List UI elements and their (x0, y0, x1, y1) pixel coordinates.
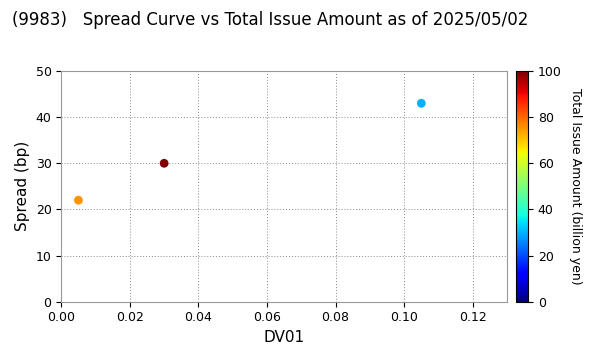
Point (74, 197, 83, 203)
Y-axis label: Total Issue Amount (billion yen): Total Issue Amount (billion yen) (569, 88, 583, 285)
Y-axis label: Spread (bp): Spread (bp) (15, 141, 30, 231)
Point (160, 161, 169, 166)
Text: (9983)   Spread Curve vs Total Issue Amount as of 2025/05/02: (9983) Spread Curve vs Total Issue Amoun… (12, 11, 528, 29)
X-axis label: DV01: DV01 (263, 330, 305, 345)
Point (416, 100, 426, 106)
